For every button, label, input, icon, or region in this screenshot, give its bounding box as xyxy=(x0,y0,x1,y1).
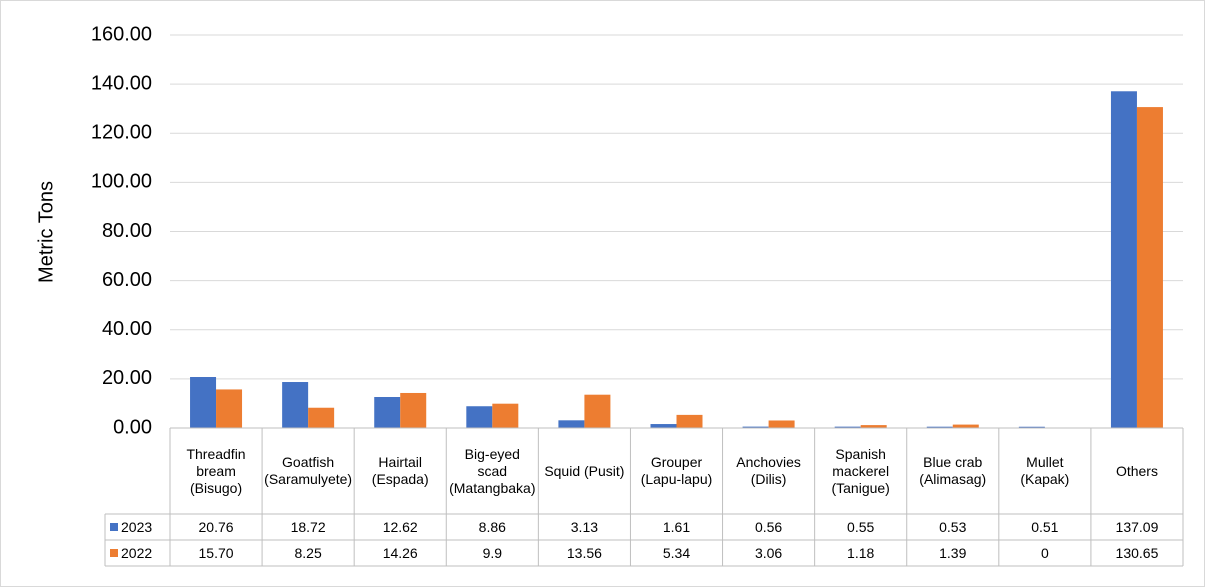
data-label: 1.18 xyxy=(847,544,875,561)
x-tick-label: Grouper (Lapu-lapu) xyxy=(640,454,713,487)
bar xyxy=(1110,91,1137,428)
bar xyxy=(584,394,611,428)
x-tick-label: Squid (Pusit) xyxy=(544,462,625,479)
data-label: 0 xyxy=(1040,544,1049,561)
data-label: 3.13 xyxy=(570,518,599,535)
data-label: 12.62 xyxy=(382,518,418,535)
data-label: 0.53 xyxy=(939,518,967,535)
y-tick-label: 20.00 xyxy=(102,367,152,389)
bar xyxy=(466,406,493,428)
x-tick-label: Others xyxy=(1115,462,1158,479)
x-tick-label: Blue crab (Alimasag) xyxy=(919,454,987,487)
bar xyxy=(860,425,887,428)
data-label: 137.09 xyxy=(1115,518,1159,535)
y-tick-label: 40.00 xyxy=(102,318,152,340)
data-label: 1.61 xyxy=(662,518,691,535)
x-tick-label: Threadfin bream (Bisugo) xyxy=(186,445,246,496)
data-label: 13.56 xyxy=(566,544,602,561)
bar xyxy=(1136,107,1163,428)
y-tick-label: 140.00 xyxy=(91,72,152,94)
data-label: 8.86 xyxy=(478,518,506,535)
data-label: 9.9 xyxy=(482,544,503,561)
legend-swatch xyxy=(110,549,118,557)
data-label: 1.39 xyxy=(939,544,967,561)
bar xyxy=(282,382,309,428)
y-tick-label: 80.00 xyxy=(102,220,152,242)
x-tick-label: Hairtail (Espada) xyxy=(371,454,429,487)
bar xyxy=(308,407,335,428)
legend-swatch xyxy=(110,523,118,531)
bar xyxy=(742,426,769,428)
bar xyxy=(1018,426,1045,428)
data-label: 14.26 xyxy=(382,544,418,561)
bar xyxy=(190,377,217,428)
data-label: 130.65 xyxy=(1115,544,1159,561)
bar xyxy=(768,420,795,428)
data-label: 3.06 xyxy=(754,544,783,561)
bar xyxy=(216,389,243,428)
data-label: 0.56 xyxy=(754,518,783,535)
y-tick-label: 100.00 xyxy=(91,171,152,193)
data-label: 0.51 xyxy=(1031,518,1059,535)
y-tick-label: 160.00 xyxy=(91,23,152,45)
data-label: 0.55 xyxy=(847,518,875,535)
y-tick-label: 120.00 xyxy=(91,122,152,144)
y-tick-label: 60.00 xyxy=(102,269,152,291)
bar xyxy=(374,397,401,428)
bar xyxy=(676,414,703,428)
data-label: 5.34 xyxy=(662,544,691,561)
legend-label: 2022 xyxy=(121,544,153,561)
x-tick-label: Big-eyed scad (Matangbaka) xyxy=(449,445,536,496)
bar xyxy=(926,426,953,428)
bar xyxy=(952,424,979,428)
bar xyxy=(492,403,519,428)
y-tick-label: 0.00 xyxy=(113,416,152,438)
bar xyxy=(834,426,861,428)
x-tick-label: Mullet (Kapak) xyxy=(1020,454,1070,487)
x-tick-label: Spanish mackerel (Tanigue) xyxy=(831,445,890,496)
legend-label: 2023 xyxy=(121,518,153,535)
data-label: 15.70 xyxy=(198,544,234,561)
bar xyxy=(400,392,427,428)
x-tick-label: Goatfish (Saramulyete) xyxy=(264,454,353,487)
data-label: 20.76 xyxy=(198,518,234,535)
data-label: 8.25 xyxy=(294,544,322,561)
data-label: 18.72 xyxy=(290,518,326,535)
bar xyxy=(558,420,585,428)
x-tick-label: Anchovies (Dilis) xyxy=(736,454,801,487)
bar xyxy=(650,424,677,428)
y-axis-title: Metric Tons xyxy=(35,181,57,283)
